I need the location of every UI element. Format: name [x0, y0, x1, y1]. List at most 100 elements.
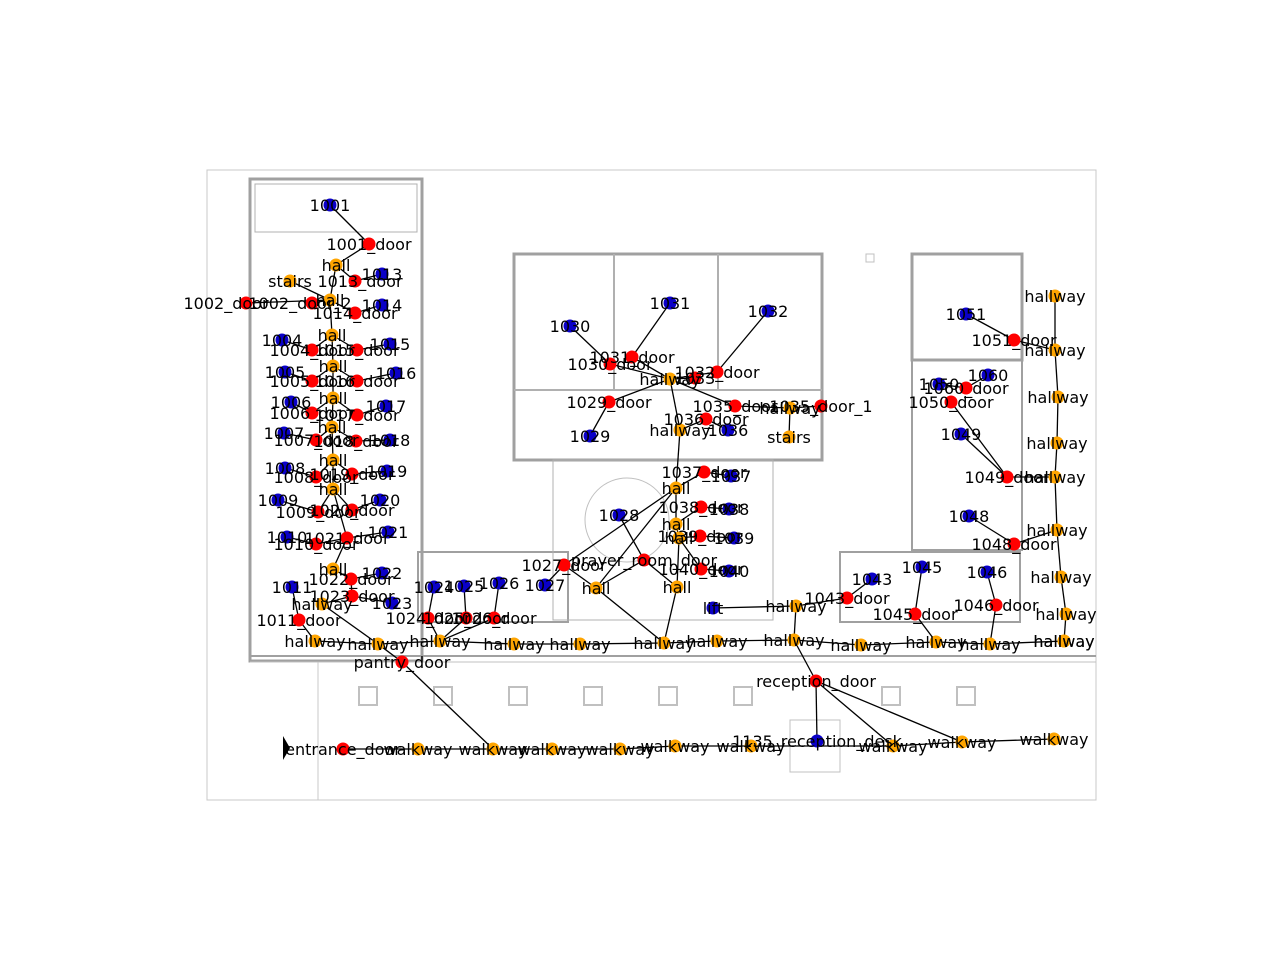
room-node-label: 1015: [370, 335, 411, 354]
connector-node-label: hallway: [763, 631, 824, 650]
graph-edge: [563, 487, 677, 566]
door-node-label: 1032_door: [674, 363, 759, 383]
connector-node: [886, 739, 900, 753]
graph-edge: [289, 280, 331, 301]
connector-node-label: hall: [582, 579, 611, 598]
graph-edge: [595, 559, 645, 589]
room-node: [727, 531, 741, 545]
door-node-label: 1029_door: [566, 393, 651, 413]
room-node-label: 1026: [479, 574, 520, 593]
graph-edge: [950, 401, 1008, 478]
door-node-label: 1031_door: [589, 348, 674, 368]
connector-node: [929, 635, 943, 649]
room-node: [383, 337, 397, 351]
connector-node-label: hallway: [633, 634, 694, 653]
graph-edge: [569, 325, 611, 365]
connector-node-label: hall: [319, 480, 348, 499]
door-node: [603, 357, 617, 371]
graph-edge: [716, 310, 769, 373]
connector-node-label: hallway: [686, 632, 747, 651]
connector-node-label: walkway: [641, 737, 710, 756]
room-node-label: 1032: [748, 302, 789, 321]
door-node: [602, 395, 616, 409]
graph-edge: [663, 586, 678, 644]
graph-edge: [968, 515, 1015, 545]
graph-edge: [643, 559, 678, 588]
door-node-label: 1025_door: [423, 609, 508, 629]
connector-node-label: hall: [322, 256, 351, 275]
connector-node-label: hallway: [1026, 434, 1087, 453]
connector-node: [326, 562, 340, 576]
connector-node-label: hallway: [1024, 468, 1085, 487]
graph-edge: [1013, 529, 1058, 545]
connector-node-label: hall: [319, 389, 348, 408]
room-node-label: 1039: [714, 529, 755, 548]
connector-node: [589, 581, 603, 595]
room-node: [980, 565, 994, 579]
connector-node: [573, 637, 587, 651]
connector-node-label: hallway: [959, 635, 1020, 654]
door-node: [710, 365, 724, 379]
connector-node-label: hallway: [830, 636, 891, 655]
connector-node-label: hallway: [347, 635, 408, 654]
graph-edge: [1054, 476, 1058, 531]
room-node-label: 1001: [310, 196, 351, 215]
room-node: [375, 298, 389, 312]
connector-node: [657, 636, 671, 650]
door-node: [1007, 537, 1021, 551]
door-node-label: 1006_door: [269, 404, 354, 424]
room-node: [663, 296, 677, 310]
connector-node: [1054, 570, 1068, 584]
graph-edge: [335, 243, 370, 266]
connector-node-label: walkway: [518, 740, 587, 759]
room-node: [457, 579, 471, 593]
room-node-label: 1017: [366, 397, 407, 416]
graph-edge: [595, 487, 677, 589]
graph-edge: [663, 640, 718, 644]
room-node-label: 1007: [264, 424, 305, 443]
graph-edge: [631, 356, 671, 380]
connector-node: [669, 481, 683, 495]
door-node-label: 1035_door_1: [769, 397, 872, 417]
room-node: [379, 399, 393, 413]
room-node-label: 1022: [362, 564, 403, 583]
door-node: [809, 674, 823, 688]
room-node: [932, 377, 946, 391]
room-node-label: 1049: [941, 425, 982, 444]
room-node-label: 1036: [708, 421, 749, 440]
connector-node: [854, 638, 868, 652]
graph-edge: [815, 680, 963, 743]
door-node: [350, 374, 364, 388]
connector-node: [1059, 607, 1073, 621]
door-node-label: 1007_door: [273, 431, 358, 451]
door-node-label: 1040_door: [658, 560, 743, 580]
room-node: [724, 469, 738, 483]
connector-node-label: hallway: [409, 632, 470, 651]
door-node-label: 1019_door: [309, 465, 394, 485]
room-node-label: 1008: [265, 459, 306, 478]
room-node: [323, 198, 337, 212]
room-node: [278, 365, 292, 379]
room-node-label: 1027: [525, 576, 566, 595]
connector-node: [433, 634, 447, 648]
room-node-label: 1060: [968, 366, 1009, 385]
room-node: [721, 423, 735, 437]
door-node: [362, 237, 376, 251]
room-node-label: 1040: [709, 562, 750, 581]
door-node-label: 1051_door: [971, 331, 1056, 351]
graph-edge: [1054, 349, 1059, 398]
connector-node-label: stairs: [767, 428, 811, 447]
room-node-label: 1038: [709, 500, 750, 519]
door-node-label: 1043_door: [804, 589, 889, 609]
room-node: [810, 734, 824, 748]
graph-edge: [676, 537, 680, 588]
graph-edge: [351, 595, 393, 604]
door-node: [340, 531, 354, 545]
door-node: [557, 558, 571, 572]
graph-edge: [618, 514, 645, 561]
graph-edge: [989, 604, 997, 645]
graph-edge: [401, 661, 494, 750]
door-node: [305, 296, 319, 310]
door-node-label: 1001_door: [326, 235, 411, 255]
door-node-label: pantry_door: [354, 653, 451, 673]
